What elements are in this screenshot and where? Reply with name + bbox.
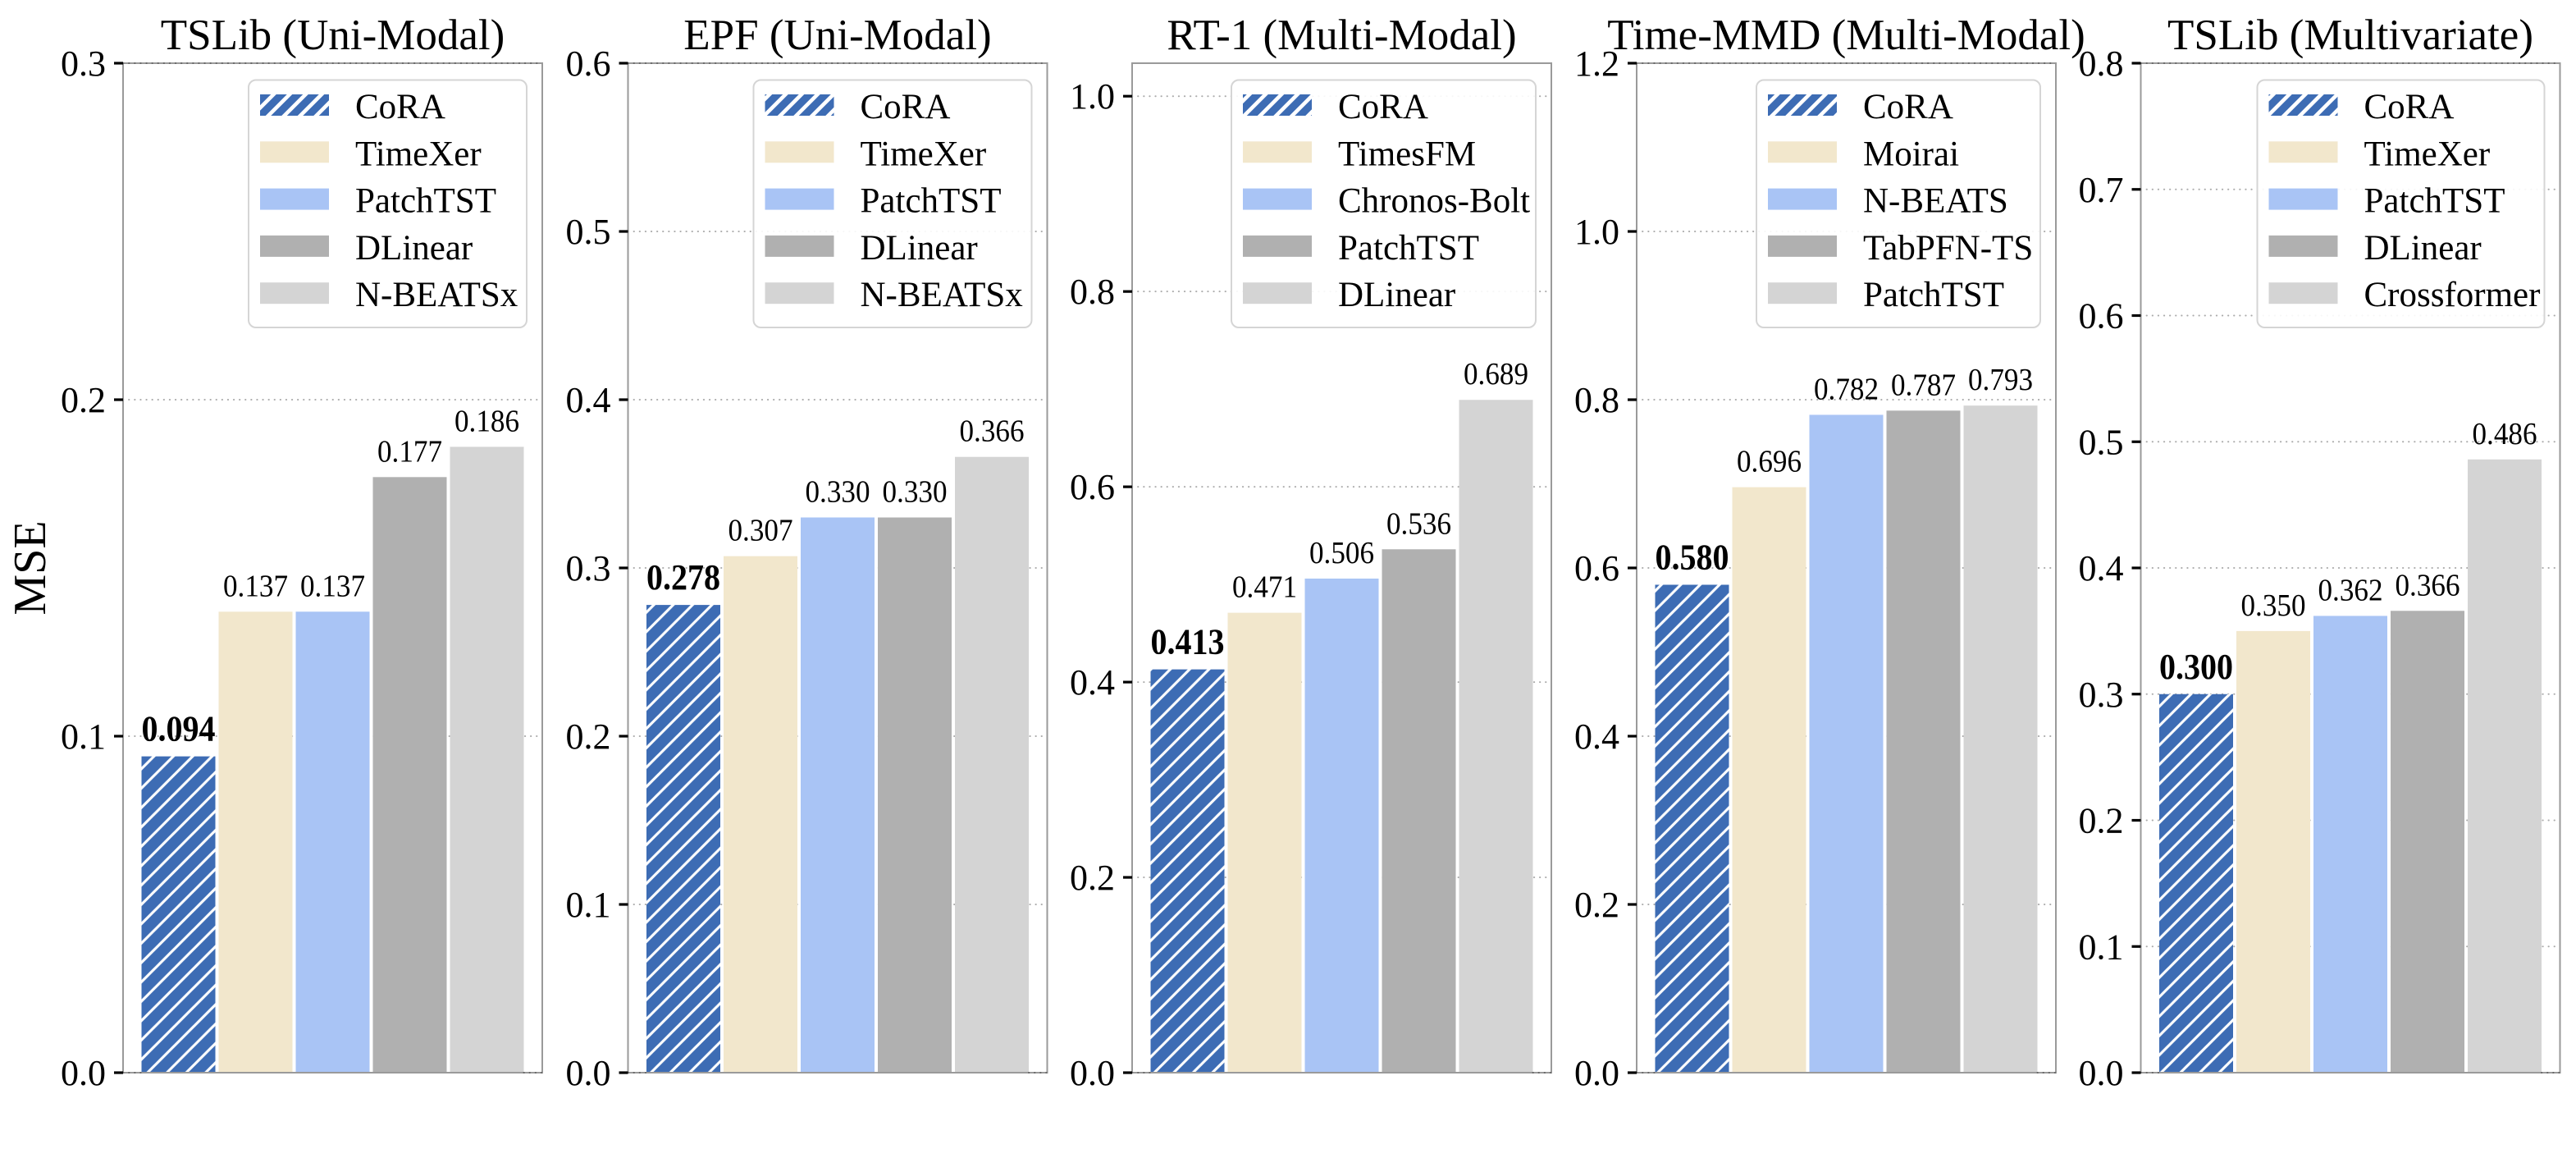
svg-text:0.177: 0.177 [377,434,442,469]
svg-text:0.413: 0.413 [1151,622,1225,662]
svg-text:0.0: 0.0 [2079,1053,2124,1093]
svg-text:0.580: 0.580 [1656,538,1729,578]
svg-text:CoRA: CoRA [861,88,951,126]
svg-text:0.4: 0.4 [2079,548,2124,588]
svg-text:0.1: 0.1 [61,716,106,757]
svg-text:0.3: 0.3 [61,43,106,84]
svg-text:PatchTST: PatchTST [1338,229,1479,268]
svg-text:0.486: 0.486 [2473,417,2537,451]
svg-text:0.2: 0.2 [61,380,106,420]
svg-text:0.8: 0.8 [1070,272,1115,312]
svg-text:0.8: 0.8 [1574,380,1619,420]
svg-text:0.137: 0.137 [300,569,365,603]
svg-text:PatchTST: PatchTST [355,182,496,221]
svg-text:0.787: 0.787 [1891,368,1956,402]
svg-text:Crossformer: Crossformer [2364,276,2541,314]
svg-text:0.2: 0.2 [566,716,611,757]
svg-text:PatchTST: PatchTST [861,182,1002,221]
svg-text:0.2: 0.2 [1070,858,1115,898]
svg-text:CoRA: CoRA [2364,88,2455,126]
svg-text:0.186: 0.186 [454,404,519,438]
svg-text:0.536: 0.536 [1386,506,1451,541]
svg-text:0.782: 0.782 [1814,372,1879,406]
svg-text:EPF (Uni-Modal): EPF (Uni-Modal) [683,11,991,59]
svg-text:0.6: 0.6 [1070,467,1115,507]
svg-text:0.5: 0.5 [566,212,611,252]
svg-text:0.689: 0.689 [1464,357,1528,391]
svg-text:0.3: 0.3 [566,548,611,588]
svg-text:0.3: 0.3 [2079,675,2124,715]
svg-text:DLinear: DLinear [2364,229,2482,268]
svg-text:0.696: 0.696 [1737,445,1802,479]
svg-text:0.300: 0.300 [2159,647,2233,687]
svg-text:0.2: 0.2 [2079,801,2124,841]
svg-text:Time-MMD (Multi-Modal): Time-MMD (Multi-Modal) [1607,11,2085,59]
svg-text:TimeXer: TimeXer [355,135,482,173]
svg-text:0.362: 0.362 [2318,573,2383,607]
svg-text:0.094: 0.094 [142,709,216,749]
svg-text:PatchTST: PatchTST [2364,182,2505,221]
svg-text:CoRA: CoRA [1863,88,1953,126]
svg-text:RT-1 (Multi-Modal): RT-1 (Multi-Modal) [1167,11,1516,59]
svg-text:1.2: 1.2 [1574,43,1619,84]
svg-text:0.0: 0.0 [1070,1053,1115,1093]
svg-text:Moirai: Moirai [1863,135,1959,173]
svg-text:1.0: 1.0 [1070,76,1115,117]
svg-text:0.506: 0.506 [1309,536,1374,570]
svg-text:0.5: 0.5 [2079,422,2124,462]
svg-text:0.4: 0.4 [1574,716,1619,757]
svg-text:0.7: 0.7 [2079,170,2124,210]
svg-text:0.4: 0.4 [1070,662,1115,703]
svg-text:0.6: 0.6 [2079,296,2124,336]
svg-text:0.350: 0.350 [2241,588,2306,623]
svg-text:TimeXer: TimeXer [861,135,987,173]
svg-text:N-BEATSx: N-BEATSx [355,276,518,314]
svg-text:0.6: 0.6 [566,43,611,84]
svg-text:CoRA: CoRA [355,88,445,126]
svg-text:TimeXer: TimeXer [2364,135,2491,173]
svg-text:DLinear: DLinear [861,229,978,268]
svg-text:0.1: 0.1 [566,885,611,925]
svg-text:0.307: 0.307 [728,514,793,548]
svg-text:N-BEATSx: N-BEATSx [861,276,1023,314]
svg-text:N-BEATS: N-BEATS [1863,182,2008,221]
svg-text:0.2: 0.2 [1574,885,1619,925]
svg-text:0.0: 0.0 [61,1053,106,1093]
svg-text:1.0: 1.0 [1574,212,1619,252]
svg-text:0.366: 0.366 [960,414,1025,449]
svg-text:0.0: 0.0 [566,1053,611,1093]
svg-text:DLinear: DLinear [355,229,473,268]
svg-text:TabPFN-TS: TabPFN-TS [1863,229,2033,268]
svg-text:Chronos-Bolt: Chronos-Bolt [1338,182,1530,221]
svg-text:TSLib (Uni-Modal): TSLib (Uni-Modal) [161,11,505,59]
svg-text:0.6: 0.6 [1574,548,1619,588]
svg-text:0.330: 0.330 [806,475,870,510]
svg-text:0.471: 0.471 [1232,570,1297,605]
svg-text:0.1: 0.1 [2079,927,2124,967]
svg-text:TSLib (Multivariate): TSLib (Multivariate) [2167,11,2533,59]
svg-text:0.4: 0.4 [566,380,611,420]
svg-text:MSE: MSE [5,520,56,615]
svg-text:0.793: 0.793 [1968,363,2033,397]
svg-text:0.330: 0.330 [883,475,948,510]
svg-text:0.278: 0.278 [646,557,720,597]
svg-text:0.137: 0.137 [223,569,288,603]
svg-text:PatchTST: PatchTST [1863,276,2004,314]
svg-text:0.8: 0.8 [2079,43,2124,84]
svg-text:TimesFM: TimesFM [1338,135,1476,173]
svg-text:CoRA: CoRA [1338,88,1428,126]
svg-text:0.366: 0.366 [2396,568,2460,602]
svg-text:DLinear: DLinear [1338,276,1455,314]
svg-text:0.0: 0.0 [1574,1053,1619,1093]
